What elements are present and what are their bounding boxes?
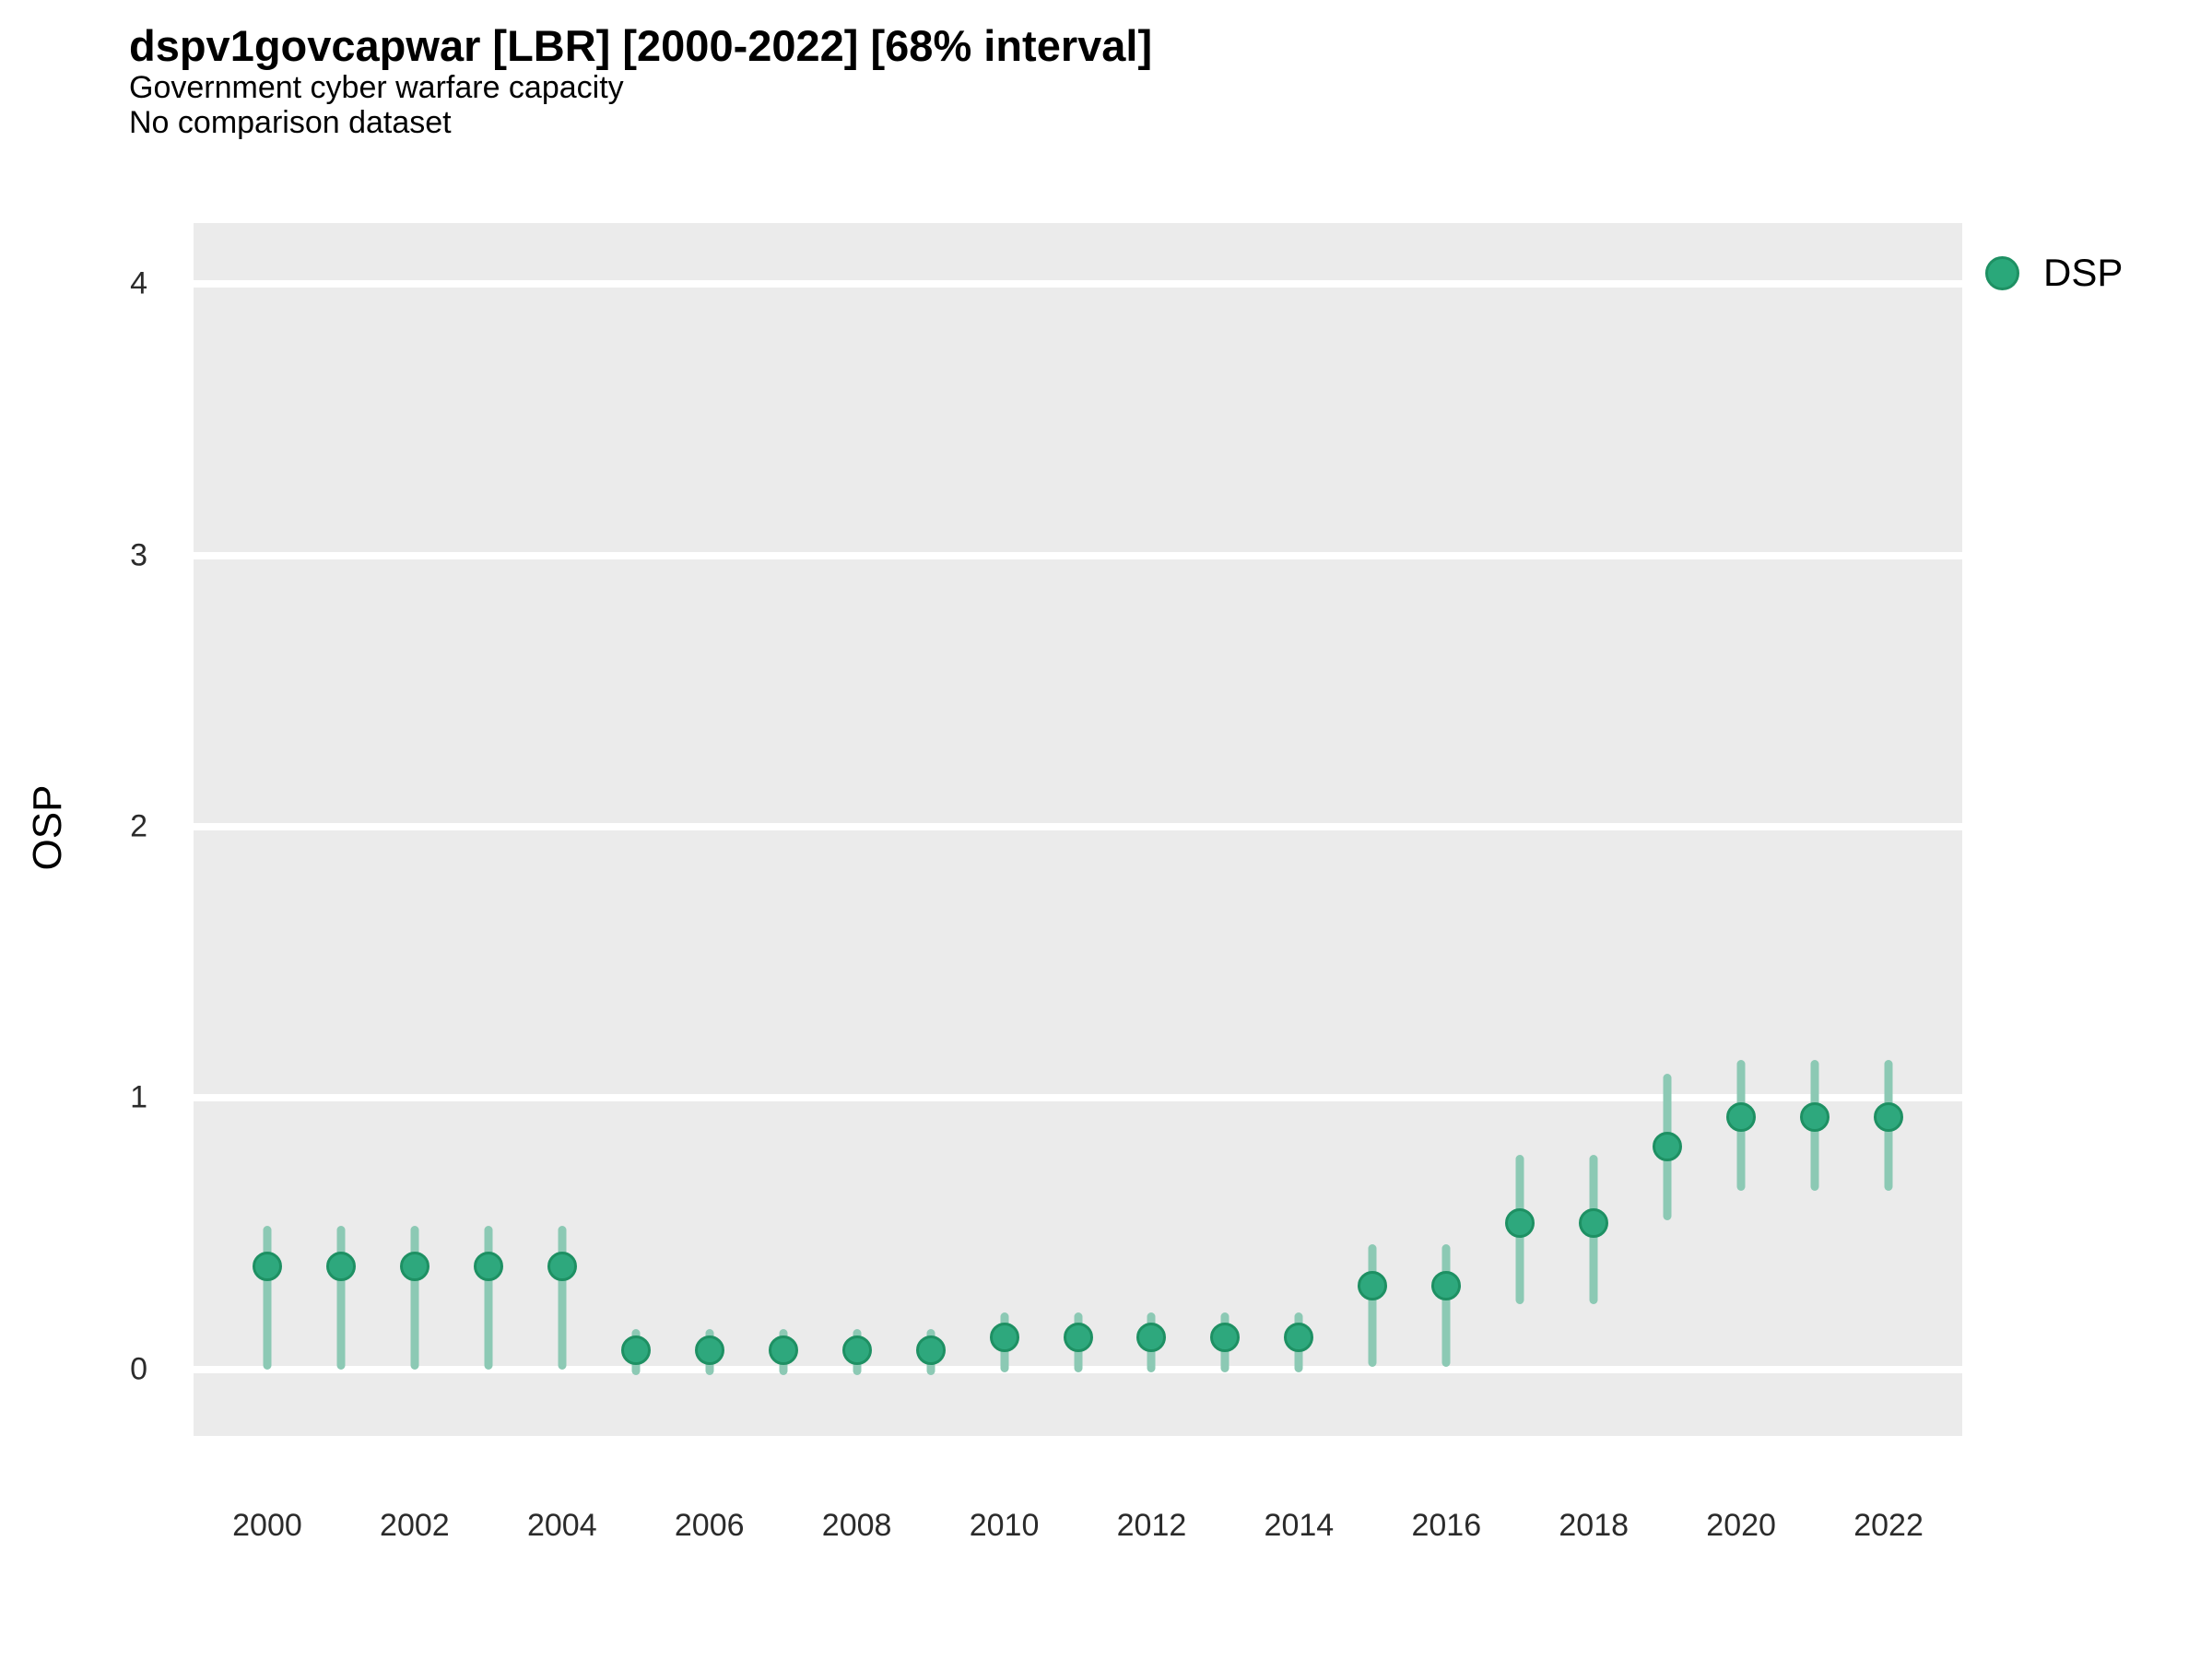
data-point [1358, 1270, 1388, 1300]
data-point [1800, 1102, 1830, 1133]
data-point [252, 1251, 282, 1281]
data-point [620, 1335, 651, 1366]
y-gridline [194, 551, 1962, 559]
data-point [1726, 1102, 1757, 1133]
data-point [1063, 1322, 1093, 1352]
x-tick-label: 2022 [1853, 1508, 1924, 1543]
data-point [1284, 1322, 1314, 1352]
legend: DSP [1985, 251, 2123, 295]
data-point [915, 1335, 946, 1366]
interval-bar [336, 1225, 346, 1370]
data-point [841, 1335, 872, 1366]
data-point [399, 1251, 429, 1281]
x-tick-label: 2008 [821, 1508, 892, 1543]
data-point [1874, 1102, 1904, 1133]
x-tick-label: 2020 [1706, 1508, 1776, 1543]
chart-comparison-note: No comparison dataset [129, 105, 452, 140]
interval-bar [1368, 1244, 1377, 1367]
interval-bar [263, 1225, 272, 1370]
data-point [547, 1251, 577, 1281]
interval-bar [484, 1225, 493, 1370]
data-point [1579, 1207, 1609, 1238]
data-point [1210, 1322, 1241, 1352]
y-tick-label: 0 [130, 1351, 147, 1387]
x-tick-label: 2014 [1264, 1508, 1335, 1543]
y-tick-label: 3 [130, 537, 147, 573]
x-tick-label: 2012 [1116, 1508, 1187, 1543]
data-point [768, 1335, 798, 1366]
y-tick-label: 4 [130, 265, 147, 301]
x-tick-label: 2004 [526, 1508, 597, 1543]
y-tick-label: 1 [130, 1079, 147, 1115]
y-gridline [194, 823, 1962, 831]
interval-bar [558, 1225, 567, 1370]
interval-bar [410, 1225, 419, 1370]
legend-label: DSP [2043, 251, 2124, 294]
data-point [989, 1322, 1019, 1352]
data-point [1505, 1207, 1535, 1238]
y-gridline [194, 280, 1962, 288]
y-tick-label: 2 [130, 808, 147, 844]
data-point [1136, 1322, 1167, 1352]
data-point [694, 1335, 724, 1366]
x-tick-label: 2006 [674, 1508, 745, 1543]
legend-marker-icon [1985, 255, 2019, 290]
data-point [1653, 1132, 1683, 1162]
x-tick-label: 2000 [232, 1508, 302, 1543]
interval-bar [1441, 1244, 1451, 1367]
data-point [325, 1251, 356, 1281]
chart-title: dspv1govcapwar [LBR] [2000-2022] [68% in… [129, 21, 1153, 70]
x-tick-label: 2010 [969, 1508, 1040, 1543]
chart-subtitle: Government cyber warfare capacity [129, 70, 624, 105]
x-tick-label: 2002 [380, 1508, 450, 1543]
data-point [473, 1251, 503, 1281]
y-gridline [194, 1094, 1962, 1102]
x-tick-label: 2016 [1411, 1508, 1482, 1543]
x-tick-label: 2018 [1559, 1508, 1630, 1543]
data-point [1431, 1270, 1462, 1300]
